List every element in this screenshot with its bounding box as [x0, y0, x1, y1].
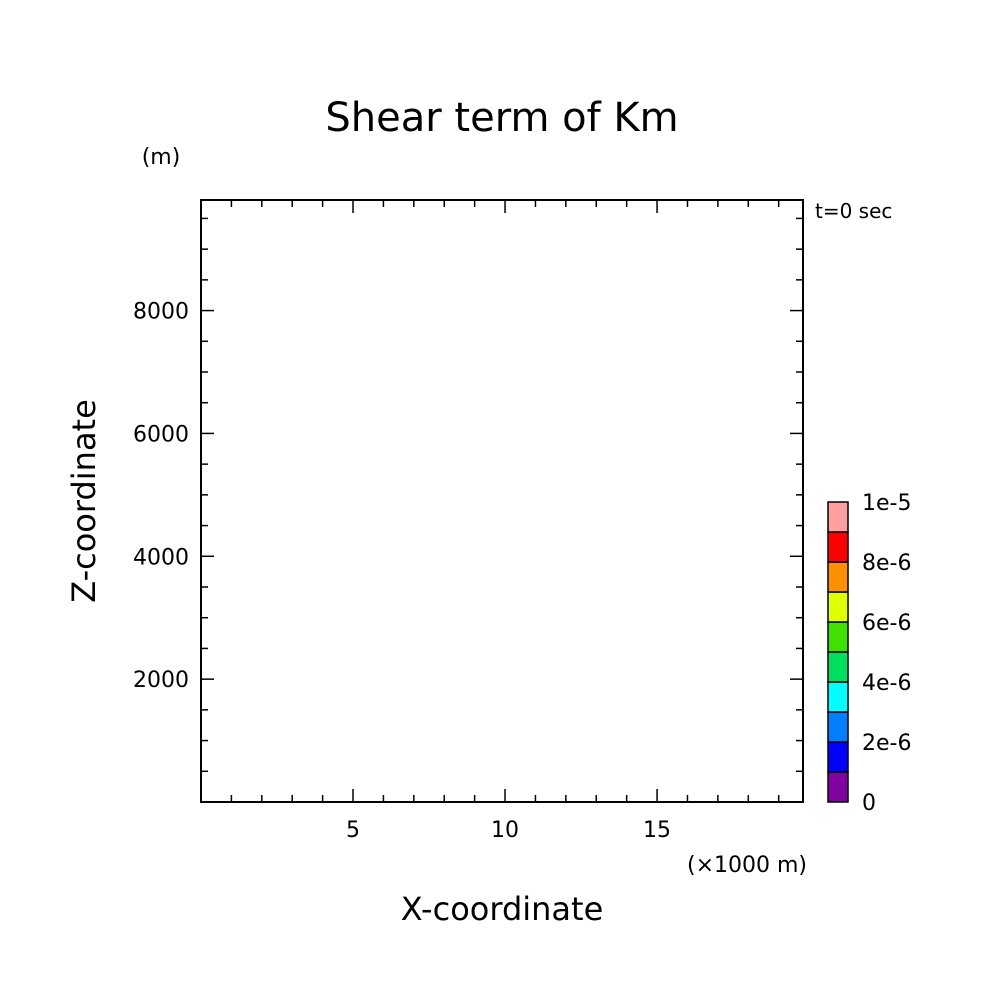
colorbar-swatch [827, 711, 849, 743]
colorbar-swatch [827, 621, 849, 653]
colorbar-swatch [827, 561, 849, 593]
x-tick-label: 10 [491, 818, 519, 843]
colorbar-swatch [827, 591, 849, 623]
colorbar-label: 0 [862, 791, 876, 816]
y-tick-label: 4000 [133, 545, 189, 570]
colorbar-label: 8e-6 [862, 551, 911, 576]
y-tick-label: 8000 [133, 300, 189, 325]
colorbar-swatch [827, 681, 849, 713]
y-tick-label: 6000 [133, 422, 189, 447]
colorbar: 0 2e-6 4e-6 6e-6 8e-6 1e-5 [827, 491, 911, 816]
x-tick-label: 5 [346, 818, 360, 843]
x-axis-label: X-coordinate [401, 890, 604, 928]
colorbar-swatch [827, 771, 849, 803]
chart-title: Shear term of Km [325, 95, 678, 141]
plot-frame [200, 199, 804, 803]
x-unit-label: (×1000 m) [687, 853, 807, 878]
y-axis-label: Z-coordinate [65, 399, 103, 603]
axis-ticks: 5 10 15 2000 4000 6000 8000 [133, 200, 803, 843]
y-unit-label: (m) [142, 145, 181, 170]
time-label: t=0 sec [815, 199, 892, 223]
colorbar-swatch [827, 501, 849, 533]
x-tick-label: 15 [643, 818, 671, 843]
colorbar-label: 6e-6 [862, 611, 911, 636]
colorbar-swatch [827, 741, 849, 773]
colorbar-swatch [827, 651, 849, 683]
colorbar-swatch [827, 531, 849, 563]
colorbar-label: 2e-6 [862, 731, 911, 756]
y-tick-label: 2000 [133, 668, 189, 693]
colorbar-label: 1e-5 [862, 491, 911, 516]
colorbar-label: 4e-6 [862, 671, 911, 696]
